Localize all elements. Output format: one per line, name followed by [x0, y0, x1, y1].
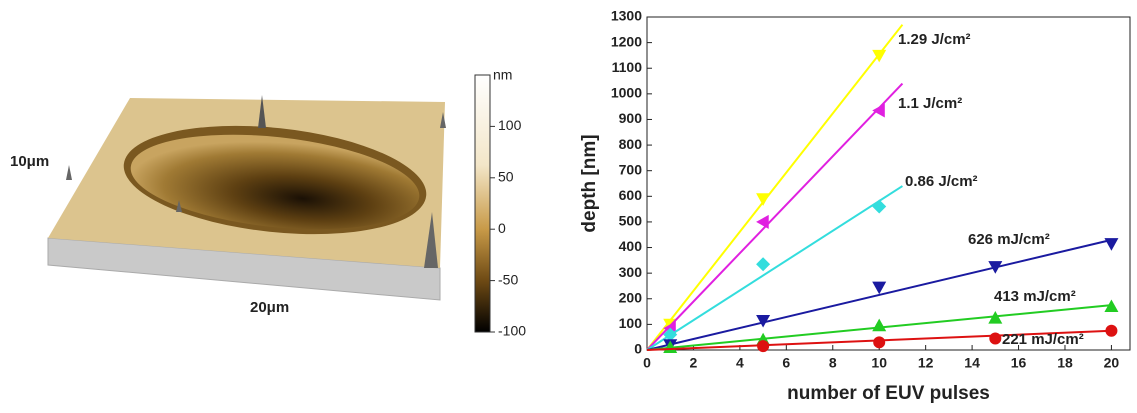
y-tick-label: 400 — [619, 238, 643, 254]
series-label: 413 mJ/cm² — [994, 288, 1076, 305]
series-label: 0.86 J/cm² — [905, 173, 978, 190]
data-point — [1104, 238, 1118, 251]
x-tick-label: 0 — [643, 355, 651, 371]
data-point — [756, 257, 770, 271]
data-point — [873, 336, 885, 348]
afm-y-label: 10μm — [10, 153, 49, 170]
data-point — [756, 215, 769, 229]
colorbar-tick-label: -100 — [498, 323, 526, 339]
y-tick-label: 500 — [619, 213, 643, 229]
colorbar — [475, 75, 490, 332]
series-label: 221 mJ/cm² — [1002, 331, 1084, 348]
x-tick-label: 12 — [918, 355, 934, 371]
series-label: 626 mJ/cm² — [968, 231, 1050, 248]
y-tick-label: 200 — [619, 289, 643, 305]
y-tick-label: 1000 — [611, 85, 642, 101]
data-point — [872, 200, 886, 214]
colorbar-tick-label: 50 — [498, 169, 514, 185]
figure: 10μm 20μm nm 100500-50-100 0100200300400… — [0, 0, 1137, 408]
x-tick-label: 2 — [690, 355, 698, 371]
series-label: 1.29 J/cm² — [898, 31, 971, 48]
colorbar-ticks: 100 50 0 -50 -100 — [490, 117, 526, 339]
afm-x-label: 20μm — [250, 299, 289, 316]
y-axis-label: depth [nm] — [579, 134, 600, 232]
y-tick-label: 1100 — [612, 59, 643, 75]
fit-line — [647, 186, 902, 350]
y-tick-label: 800 — [619, 136, 643, 152]
data-point — [872, 282, 886, 295]
colorbar-tick-label: -50 — [498, 271, 518, 287]
y-tick-label: 1200 — [611, 33, 642, 49]
x-tick-label: 18 — [1057, 355, 1073, 371]
y-tick-label: 300 — [619, 264, 643, 280]
x-tick-label: 16 — [1011, 355, 1027, 371]
y-tick-label: 0 — [634, 341, 642, 357]
y-tick-label: 900 — [619, 110, 643, 126]
colorbar-tick-label: 100 — [498, 117, 522, 133]
colorbar-label: nm — [493, 67, 512, 83]
x-tick-label: 20 — [1104, 355, 1120, 371]
series-label: 1.1 J/cm² — [898, 95, 962, 112]
afm-surface — [48, 95, 446, 300]
y-tick-label: 100 — [619, 315, 643, 331]
x-tick-label: 4 — [736, 355, 744, 371]
x-tick-label: 10 — [871, 355, 887, 371]
data-point — [872, 103, 885, 117]
fit-line — [647, 25, 902, 350]
chart: 0100200300400500600700800900100011001200… — [579, 8, 1130, 404]
data-point — [1105, 325, 1117, 337]
y-tick-label: 1300 — [611, 8, 642, 24]
data-point — [757, 340, 769, 352]
data-point — [988, 261, 1002, 274]
x-axis-label: number of EUV pulses — [787, 383, 990, 404]
y-tick-label: 700 — [619, 161, 643, 177]
x-tick-label: 14 — [964, 355, 980, 371]
data-point — [872, 319, 886, 332]
data-point — [989, 332, 1001, 344]
fit-line — [647, 84, 902, 350]
x-tick-label: 6 — [782, 355, 790, 371]
spike — [66, 165, 72, 180]
colorbar-tick-label: 0 — [498, 220, 506, 236]
data-point — [756, 193, 770, 206]
y-tick-label: 600 — [619, 187, 643, 203]
x-tick-label: 8 — [829, 355, 837, 371]
